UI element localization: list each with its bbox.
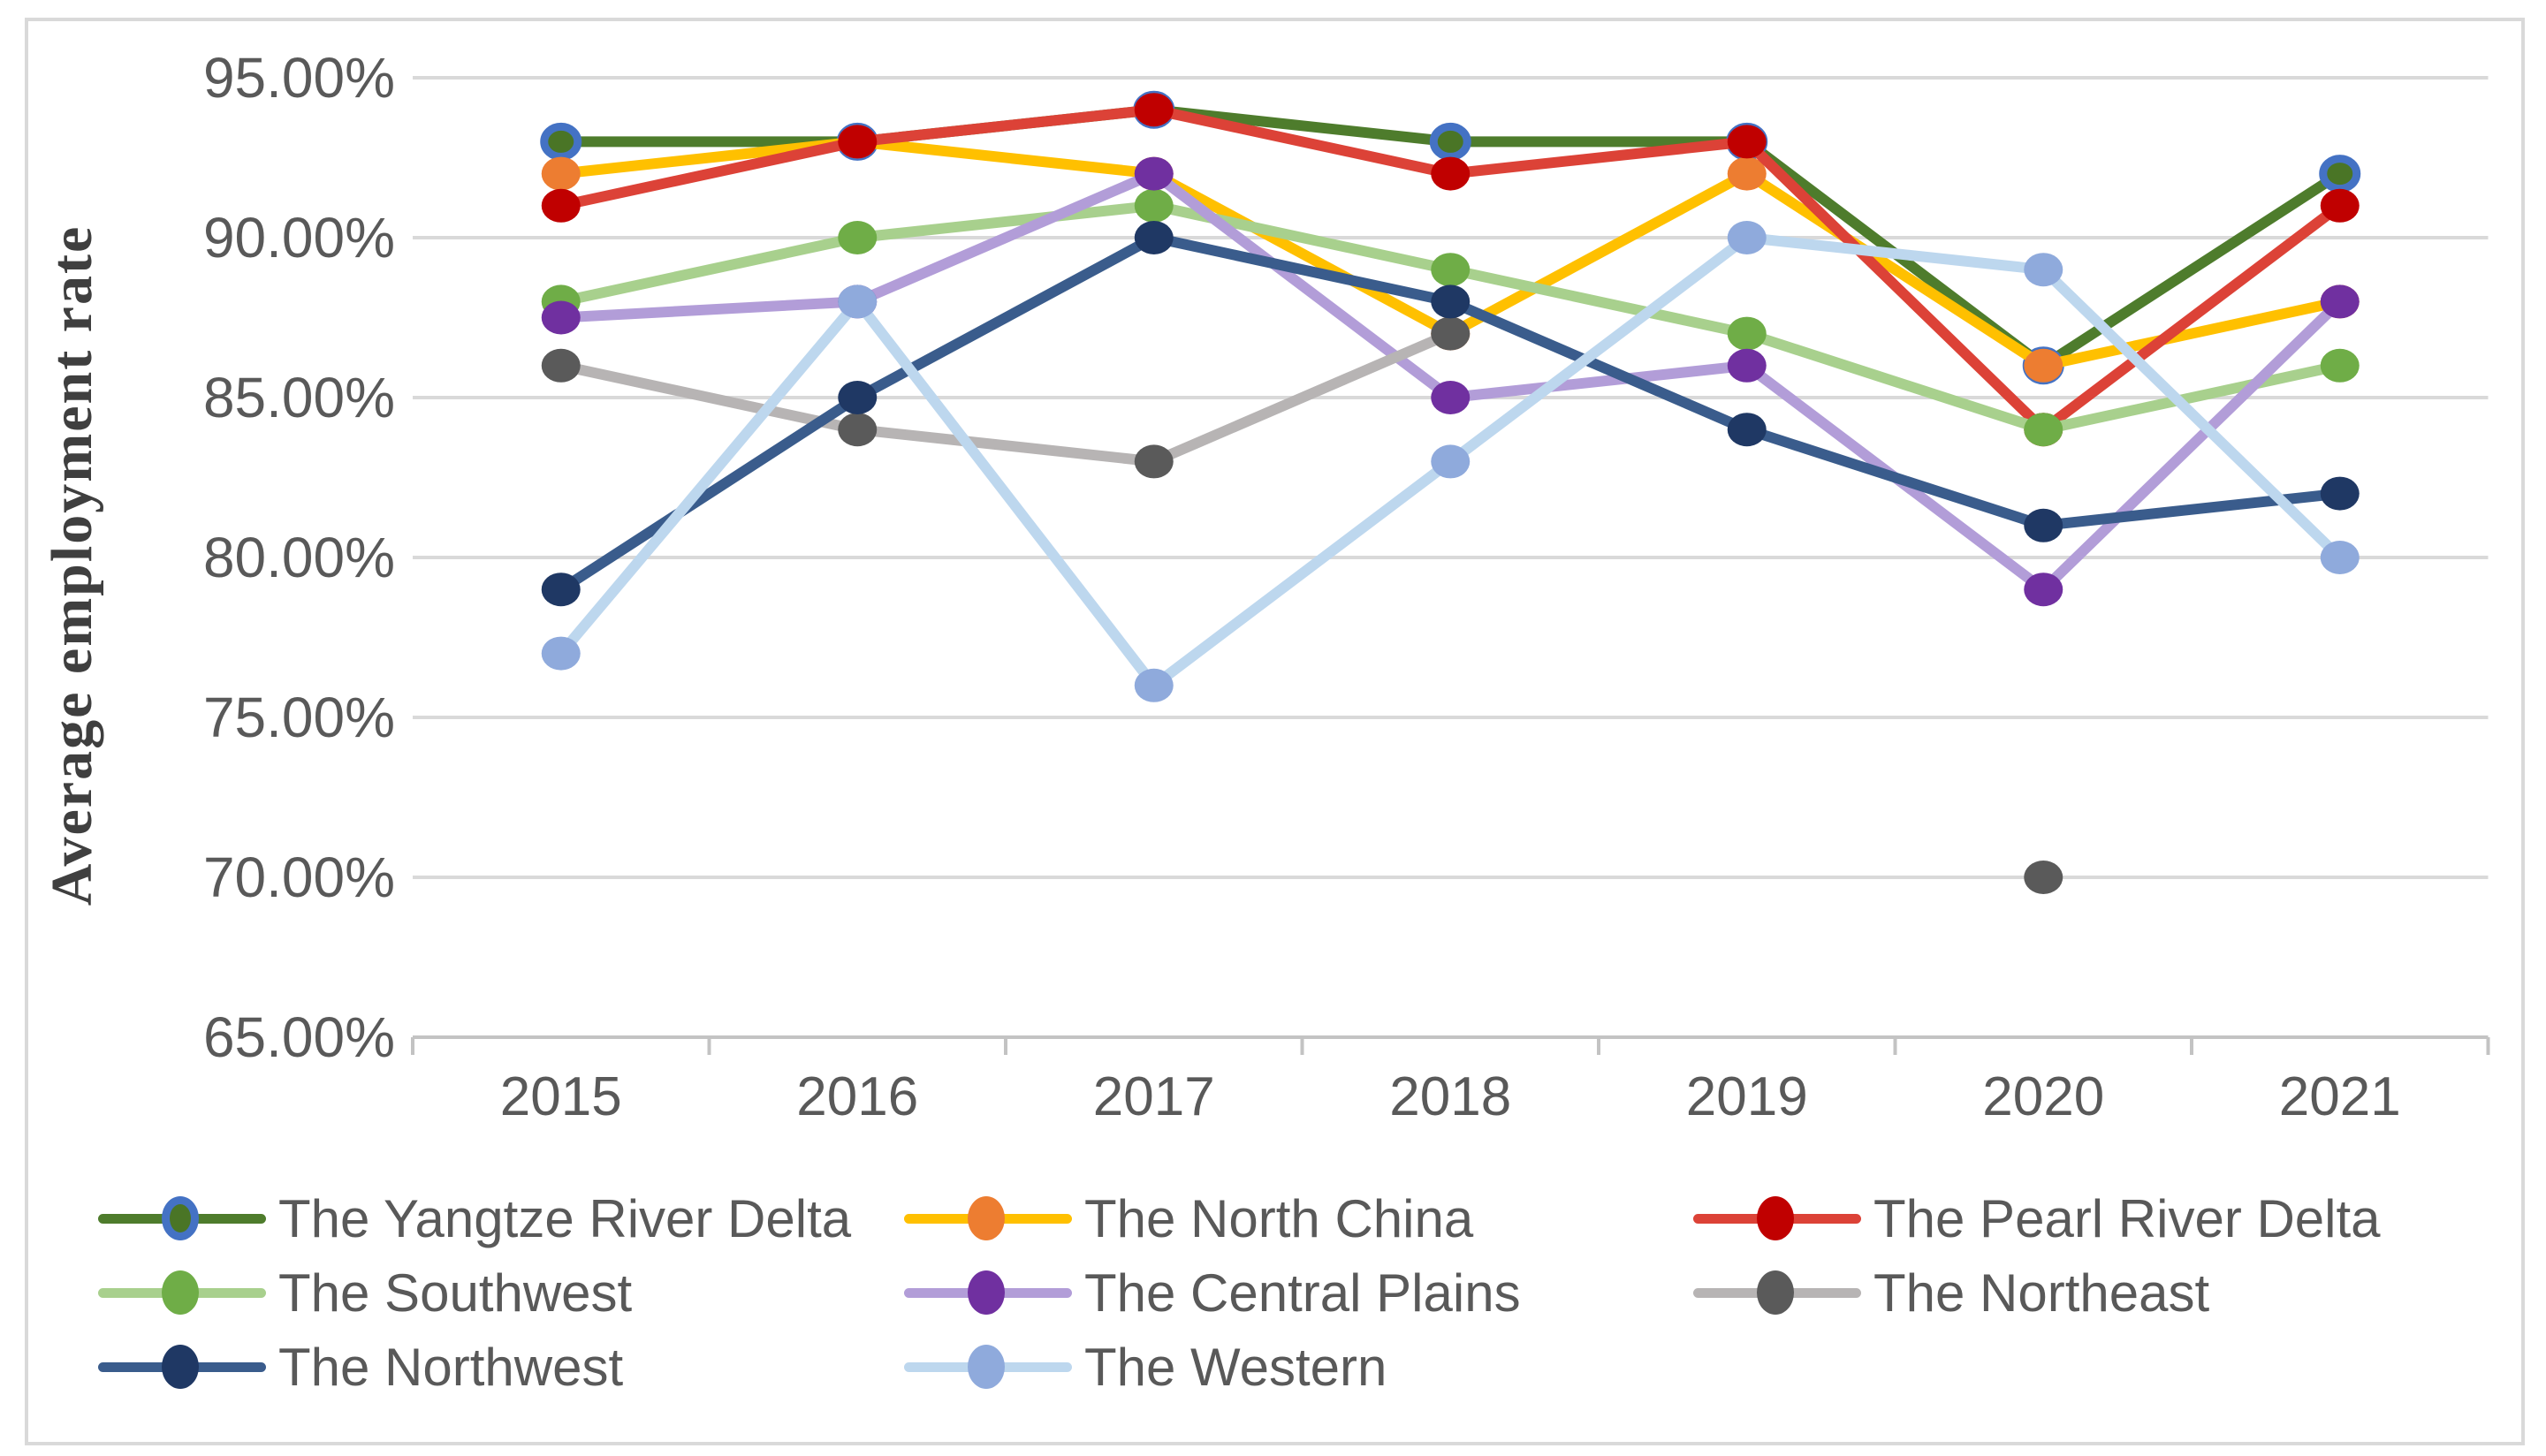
data-point-marker bbox=[1431, 284, 1471, 319]
data-point-marker bbox=[1431, 156, 1471, 191]
data-point-marker bbox=[1134, 156, 1174, 191]
data-point-marker bbox=[2024, 413, 2063, 447]
data-point-marker bbox=[1134, 668, 1174, 702]
data-point-marker bbox=[540, 122, 582, 161]
data-point-marker bbox=[1727, 316, 1767, 351]
data-point-marker bbox=[1727, 125, 1767, 159]
legend-item-the-northwest: The Northwest bbox=[98, 1335, 623, 1399]
data-point-marker bbox=[1431, 381, 1471, 414]
data-point-marker bbox=[2319, 155, 2361, 193]
data-point-marker bbox=[2320, 348, 2360, 383]
data-point-marker bbox=[838, 381, 878, 414]
data-point-marker bbox=[541, 156, 581, 191]
data-point-marker bbox=[1727, 156, 1767, 191]
series-the-central-plains bbox=[541, 156, 2360, 607]
series-the-northwest bbox=[541, 221, 2360, 607]
data-point-marker bbox=[541, 348, 581, 383]
legend-item-the-northeast: The Northeast bbox=[1693, 1261, 2209, 1324]
x-tick-label: 2021 bbox=[2279, 1066, 2401, 1127]
data-point-marker bbox=[838, 125, 878, 159]
data-point-marker bbox=[2320, 284, 2360, 319]
data-point-marker bbox=[1134, 188, 1174, 223]
legend-marker-icon bbox=[1693, 1187, 1861, 1250]
data-point-marker bbox=[1431, 253, 1471, 287]
legend-marker-icon bbox=[904, 1187, 1072, 1250]
legend-marker-icon bbox=[98, 1261, 266, 1324]
legend-label: The Yangtze River Delta bbox=[278, 1188, 852, 1248]
y-tick-label: 75.00% bbox=[203, 686, 395, 749]
x-tick-label: 2019 bbox=[1686, 1066, 1808, 1127]
data-point-marker bbox=[1134, 93, 1174, 127]
series-the-northeast bbox=[541, 316, 2063, 894]
data-point-marker bbox=[1727, 348, 1767, 383]
data-point-marker bbox=[541, 188, 581, 223]
y-tick-label: 80.00% bbox=[203, 526, 395, 589]
data-point-marker bbox=[541, 573, 581, 607]
legend-marker-icon bbox=[98, 1187, 266, 1250]
x-axis: 2015 2016 2017 2018 2019 2020 2021 bbox=[411, 1035, 2490, 1127]
legend-marker-icon bbox=[904, 1335, 1072, 1399]
data-point-marker bbox=[2024, 861, 2063, 894]
series-the-western bbox=[541, 221, 2360, 702]
data-point-marker bbox=[1134, 444, 1174, 479]
y-tick-label: 65.00% bbox=[203, 1005, 395, 1069]
x-tick-label: 2020 bbox=[1982, 1066, 2104, 1127]
data-point-marker bbox=[838, 221, 878, 254]
data-point-marker bbox=[2320, 476, 2360, 511]
data-point-marker bbox=[541, 636, 581, 671]
data-point-marker bbox=[1134, 221, 1174, 254]
legend-marker-icon bbox=[904, 1261, 1072, 1324]
x-tick-label: 2018 bbox=[1389, 1066, 1511, 1127]
gridlines: 95.00% 90.00% 85.00% 80.00% 75.00% 70.00% 65.0… bbox=[203, 46, 2489, 1069]
data-point-marker bbox=[2024, 348, 2063, 383]
legend-label: The Central Plains bbox=[1084, 1263, 1521, 1323]
x-tick-label: 2017 bbox=[1093, 1066, 1215, 1127]
data-point-marker bbox=[2024, 573, 2063, 607]
data-point-marker bbox=[2024, 253, 2063, 287]
legend-marker-icon bbox=[98, 1335, 266, 1399]
x-tick-label: 2016 bbox=[796, 1066, 918, 1127]
y-tick-label: 90.00% bbox=[203, 206, 395, 269]
legend-label: The Northeast bbox=[1873, 1263, 2210, 1323]
data-point-marker bbox=[1429, 122, 1471, 161]
x-tick-label: 2015 bbox=[500, 1066, 622, 1127]
legend-item-the-yangtze-river-delta: The Yangtze River Delta bbox=[98, 1187, 851, 1250]
legend-item-the-pearl-river-delta: The Pearl River Delta bbox=[1693, 1187, 2381, 1250]
data-point-marker bbox=[1431, 316, 1471, 351]
data-point-marker bbox=[1727, 221, 1767, 254]
legend-item-the-western: The Western bbox=[904, 1335, 1387, 1399]
legend-item-the-north-china: The North China bbox=[904, 1187, 1473, 1250]
legend-item-the-southwest: The Southwest bbox=[98, 1261, 632, 1324]
data-point-marker bbox=[541, 300, 581, 335]
legend-marker-icon bbox=[1693, 1261, 1861, 1324]
y-tick-label: 85.00% bbox=[203, 366, 395, 429]
data-point-marker bbox=[2320, 541, 2360, 574]
legend-item-the-central-plains: The Central Plains bbox=[904, 1261, 1521, 1324]
legend-label: The Western bbox=[1084, 1337, 1387, 1397]
data-point-marker bbox=[2320, 188, 2360, 223]
data-point-marker bbox=[1431, 444, 1471, 479]
y-tick-label: 70.00% bbox=[203, 846, 395, 909]
data-point-marker bbox=[1727, 413, 1767, 447]
data-point-marker bbox=[838, 413, 878, 447]
legend-label: The Southwest bbox=[278, 1263, 633, 1323]
legend-label: The North China bbox=[1084, 1188, 1474, 1248]
legend-label: The Northwest bbox=[278, 1337, 624, 1397]
y-tick-label: 95.00% bbox=[203, 46, 395, 110]
data-point-marker bbox=[838, 284, 878, 319]
data-point-marker bbox=[2024, 508, 2063, 542]
legend-label: The Pearl River Delta bbox=[1873, 1188, 2381, 1248]
